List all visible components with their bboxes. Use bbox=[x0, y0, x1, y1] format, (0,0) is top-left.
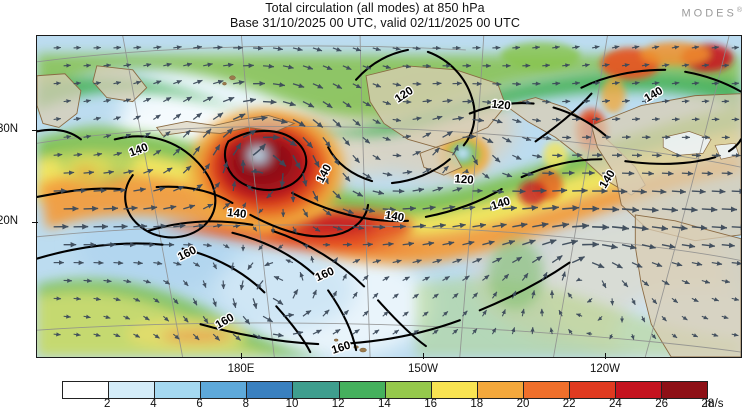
colorbar-swatch-13 bbox=[662, 382, 707, 398]
colorbar-swatch-11 bbox=[570, 382, 616, 398]
colorbar-tick-26: 26 bbox=[655, 398, 668, 410]
contour-label-layer: 140 140 140 140 140 140 140 120 120 120 160 160 160 1… bbox=[37, 36, 741, 357]
colorbar-tick-4: 4 bbox=[150, 398, 156, 410]
chart-subtitle: Base 31/10/2025 00 UTC, valid 02/11/2025… bbox=[0, 16, 750, 31]
colorbar-swatch-12 bbox=[616, 382, 662, 398]
colorbar-swatch-6 bbox=[340, 382, 386, 398]
contour-labels-svg: 140 140 140 140 140 140 140 120 120 120 160 160 160 1… bbox=[37, 36, 741, 357]
x-tick-mark-2 bbox=[605, 353, 606, 359]
colorbar-tick-2: 2 bbox=[104, 398, 110, 410]
colorbar-swatch-7 bbox=[386, 382, 432, 398]
registered-mark: ® bbox=[737, 7, 742, 14]
colorbar-swatch-5 bbox=[293, 382, 339, 398]
colorbar-swatch-3 bbox=[201, 382, 247, 398]
colorbar-swatch-2 bbox=[155, 382, 201, 398]
contour-label: 140 bbox=[384, 209, 405, 224]
colorbar-swatch-0 bbox=[63, 382, 109, 398]
contour-label: 140 bbox=[128, 142, 150, 160]
contour-label: 120 bbox=[491, 99, 511, 113]
y-tick-label-0: 30N bbox=[0, 123, 18, 135]
contour-label: 160 bbox=[176, 244, 198, 263]
x-tick-label-1: 150W bbox=[399, 363, 447, 375]
colorbar-tick-18: 18 bbox=[470, 398, 483, 410]
contour-label: 140 bbox=[315, 162, 335, 184]
x-tick-mark-1 bbox=[423, 353, 424, 359]
x-tick-label-0: 180E bbox=[217, 363, 265, 375]
colorbar bbox=[62, 381, 708, 399]
colorbar-swatch-10 bbox=[524, 382, 570, 398]
contour-label: 160 bbox=[330, 340, 352, 357]
chart-title-block: Total circulation (all modes) at 850 hPa… bbox=[0, 1, 750, 30]
colorbar-swatch-1 bbox=[109, 382, 155, 398]
colorbar-tick-8: 8 bbox=[243, 398, 249, 410]
x-tick-label-2: 120W bbox=[581, 363, 629, 375]
map-panel: 140 140 140 140 140 140 140 120 120 120 160 160 160 1… bbox=[36, 35, 742, 358]
colorbar-tick-6: 6 bbox=[196, 398, 202, 410]
colorbar-tick-10: 10 bbox=[286, 398, 299, 410]
colorbar-tick-22: 22 bbox=[563, 398, 576, 410]
contour-label: 120 bbox=[393, 85, 416, 106]
contour-label: 140 bbox=[598, 168, 618, 191]
contour-label: 120 bbox=[454, 173, 474, 186]
colorbar-tick-12: 12 bbox=[332, 398, 345, 410]
colorbar-tick-14: 14 bbox=[378, 398, 391, 410]
y-tick-mark-1 bbox=[32, 222, 38, 223]
y-tick-mark-0 bbox=[32, 130, 38, 131]
colorbar-swatch-4 bbox=[247, 382, 293, 398]
colorbar-tick-16: 16 bbox=[424, 398, 437, 410]
colorbar-tick-24: 24 bbox=[609, 398, 622, 410]
chart-title: Total circulation (all modes) at 850 hPa bbox=[0, 1, 750, 16]
colorbar-tick-20: 20 bbox=[517, 398, 530, 410]
colorbar-swatch-9 bbox=[478, 382, 524, 398]
contour-label: 140 bbox=[642, 85, 665, 105]
x-tick-mark-0 bbox=[241, 353, 242, 359]
colorbar-unit-label: m/s bbox=[705, 398, 724, 410]
contour-label: 160 bbox=[214, 312, 237, 332]
contour-label: 160 bbox=[314, 265, 336, 284]
modes-logo: MODES® bbox=[681, 7, 742, 20]
contour-label: 140 bbox=[227, 207, 247, 221]
y-tick-label-1: 20N bbox=[0, 215, 18, 227]
colorbar-swatch-8 bbox=[432, 382, 478, 398]
contour-label: 140 bbox=[490, 195, 512, 212]
modes-logo-text: MODES bbox=[681, 8, 736, 20]
